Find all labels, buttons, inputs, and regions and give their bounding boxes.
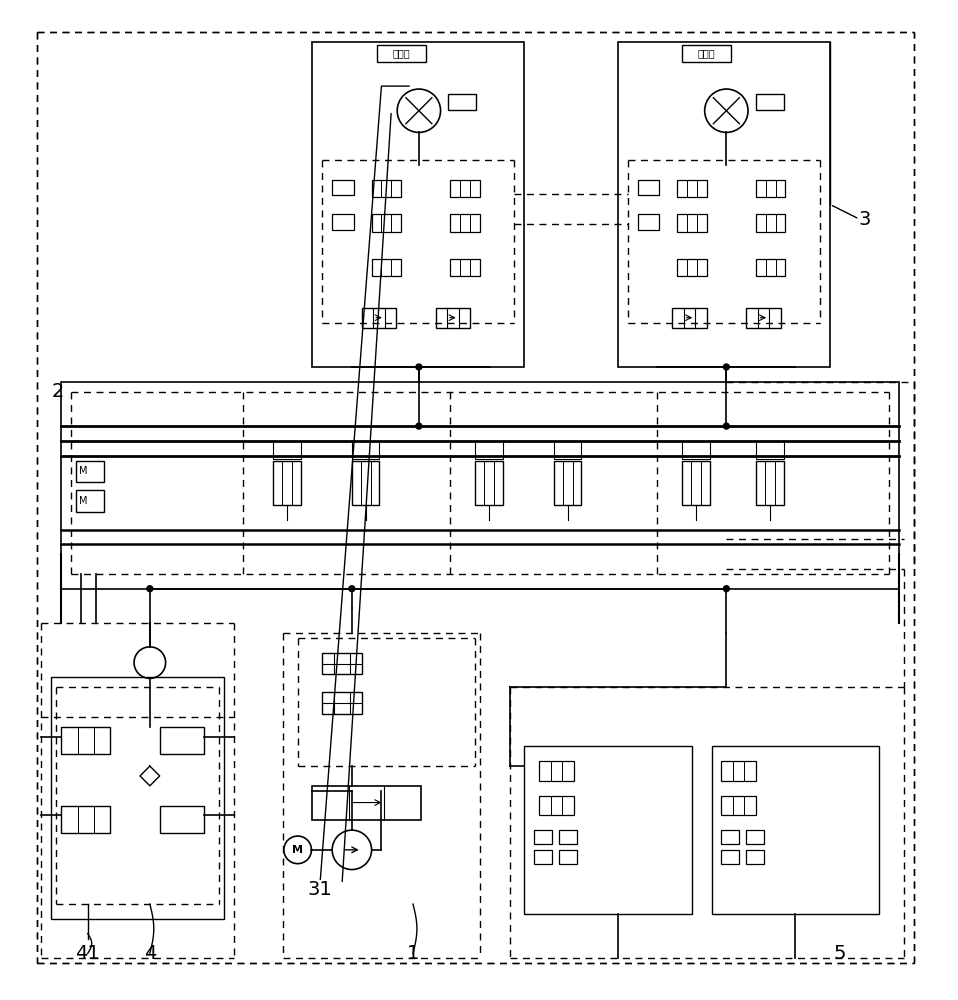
Bar bbox=[539, 761, 574, 781]
Bar bbox=[450, 214, 480, 232]
Bar bbox=[322, 692, 362, 714]
Bar bbox=[312, 786, 421, 820]
Bar bbox=[372, 259, 401, 276]
Text: 4: 4 bbox=[144, 944, 156, 963]
Bar bbox=[372, 180, 401, 197]
Bar bbox=[721, 830, 740, 844]
Bar bbox=[52, 677, 224, 919]
Bar bbox=[332, 214, 354, 230]
Circle shape bbox=[349, 586, 354, 592]
Bar bbox=[554, 461, 582, 505]
Bar bbox=[673, 308, 707, 328]
Bar bbox=[677, 180, 707, 197]
Bar bbox=[535, 850, 552, 864]
Text: 31: 31 bbox=[308, 880, 332, 899]
Bar bbox=[61, 727, 110, 754]
Bar bbox=[539, 796, 574, 815]
Text: M: M bbox=[79, 496, 87, 506]
Bar bbox=[160, 727, 204, 754]
Bar bbox=[721, 850, 740, 864]
Bar bbox=[756, 180, 786, 197]
Bar bbox=[436, 308, 470, 328]
Bar bbox=[372, 214, 401, 232]
Bar bbox=[76, 461, 103, 482]
Bar bbox=[746, 308, 781, 328]
Bar bbox=[756, 94, 784, 110]
Circle shape bbox=[723, 586, 729, 592]
Bar bbox=[332, 180, 354, 195]
Bar bbox=[61, 806, 110, 833]
Circle shape bbox=[147, 586, 152, 592]
Bar bbox=[756, 259, 786, 276]
Bar bbox=[756, 461, 784, 505]
Bar bbox=[721, 761, 756, 781]
Circle shape bbox=[723, 364, 729, 370]
Circle shape bbox=[416, 364, 422, 370]
Text: M: M bbox=[292, 845, 303, 855]
Text: 减速机: 减速机 bbox=[697, 49, 716, 59]
Bar bbox=[677, 259, 707, 276]
Bar bbox=[638, 180, 659, 195]
Text: 5: 5 bbox=[833, 944, 846, 963]
Bar bbox=[450, 180, 480, 197]
Bar bbox=[618, 42, 830, 367]
Bar bbox=[554, 441, 582, 459]
Bar bbox=[746, 830, 764, 844]
Bar bbox=[61, 382, 899, 589]
Circle shape bbox=[723, 423, 729, 429]
Text: 2: 2 bbox=[52, 382, 64, 401]
Bar bbox=[535, 830, 552, 844]
Text: 41: 41 bbox=[76, 944, 101, 963]
Bar bbox=[682, 45, 731, 62]
Bar bbox=[450, 259, 480, 276]
Bar bbox=[756, 441, 784, 459]
Bar bbox=[559, 850, 577, 864]
Bar bbox=[682, 441, 710, 459]
Bar bbox=[322, 653, 362, 674]
Bar bbox=[677, 214, 707, 232]
Bar bbox=[352, 441, 379, 459]
Bar bbox=[273, 461, 301, 505]
Bar bbox=[312, 42, 524, 367]
Bar bbox=[362, 308, 397, 328]
Text: 1: 1 bbox=[407, 944, 420, 963]
Bar bbox=[559, 830, 577, 844]
Bar bbox=[376, 45, 425, 62]
Bar bbox=[448, 94, 476, 110]
Text: M: M bbox=[79, 466, 87, 476]
Bar bbox=[746, 850, 764, 864]
Bar bbox=[475, 441, 503, 459]
Bar bbox=[712, 746, 879, 914]
Bar bbox=[721, 796, 756, 815]
Bar bbox=[352, 461, 379, 505]
Bar bbox=[524, 746, 692, 914]
Text: 减速机: 减速机 bbox=[393, 49, 410, 59]
Bar bbox=[756, 214, 786, 232]
Bar bbox=[682, 461, 710, 505]
Text: 3: 3 bbox=[858, 210, 871, 229]
Circle shape bbox=[416, 423, 422, 429]
Bar bbox=[475, 461, 503, 505]
Bar bbox=[160, 806, 204, 833]
Bar bbox=[273, 441, 301, 459]
Bar bbox=[638, 214, 659, 230]
Bar bbox=[76, 490, 103, 512]
